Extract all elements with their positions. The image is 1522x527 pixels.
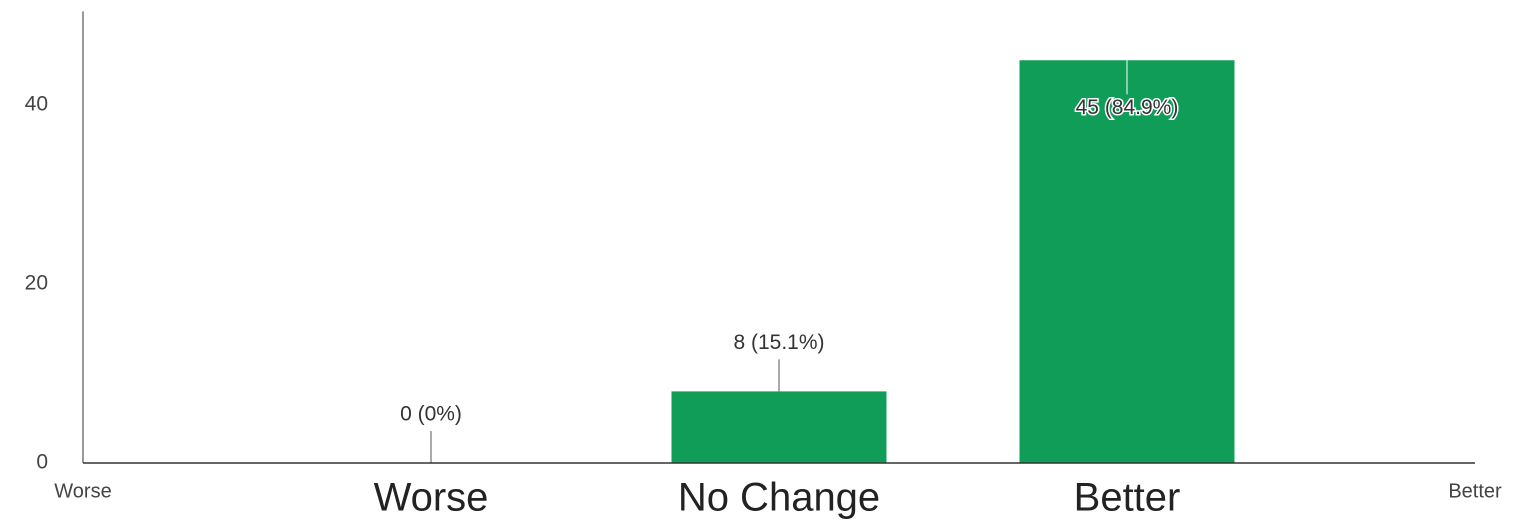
bar [671,391,887,463]
value-label: 8 (15.1%) [733,331,824,354]
value-label: 45 (84.9%) [1076,96,1179,119]
x-tick-label: Worse [374,476,489,520]
value-label: 0 (0%) [400,403,462,426]
scale-label-low: Worse [54,480,111,502]
y-tick-label: 0 [36,451,48,474]
scale-label-high: Better [1448,480,1502,502]
y-tick-label: 20 [25,272,48,295]
x-tick-label: Better [1074,476,1181,520]
x-tick-label: No Change [678,476,880,520]
bar [1019,60,1235,463]
y-tick-label: 40 [25,93,48,116]
